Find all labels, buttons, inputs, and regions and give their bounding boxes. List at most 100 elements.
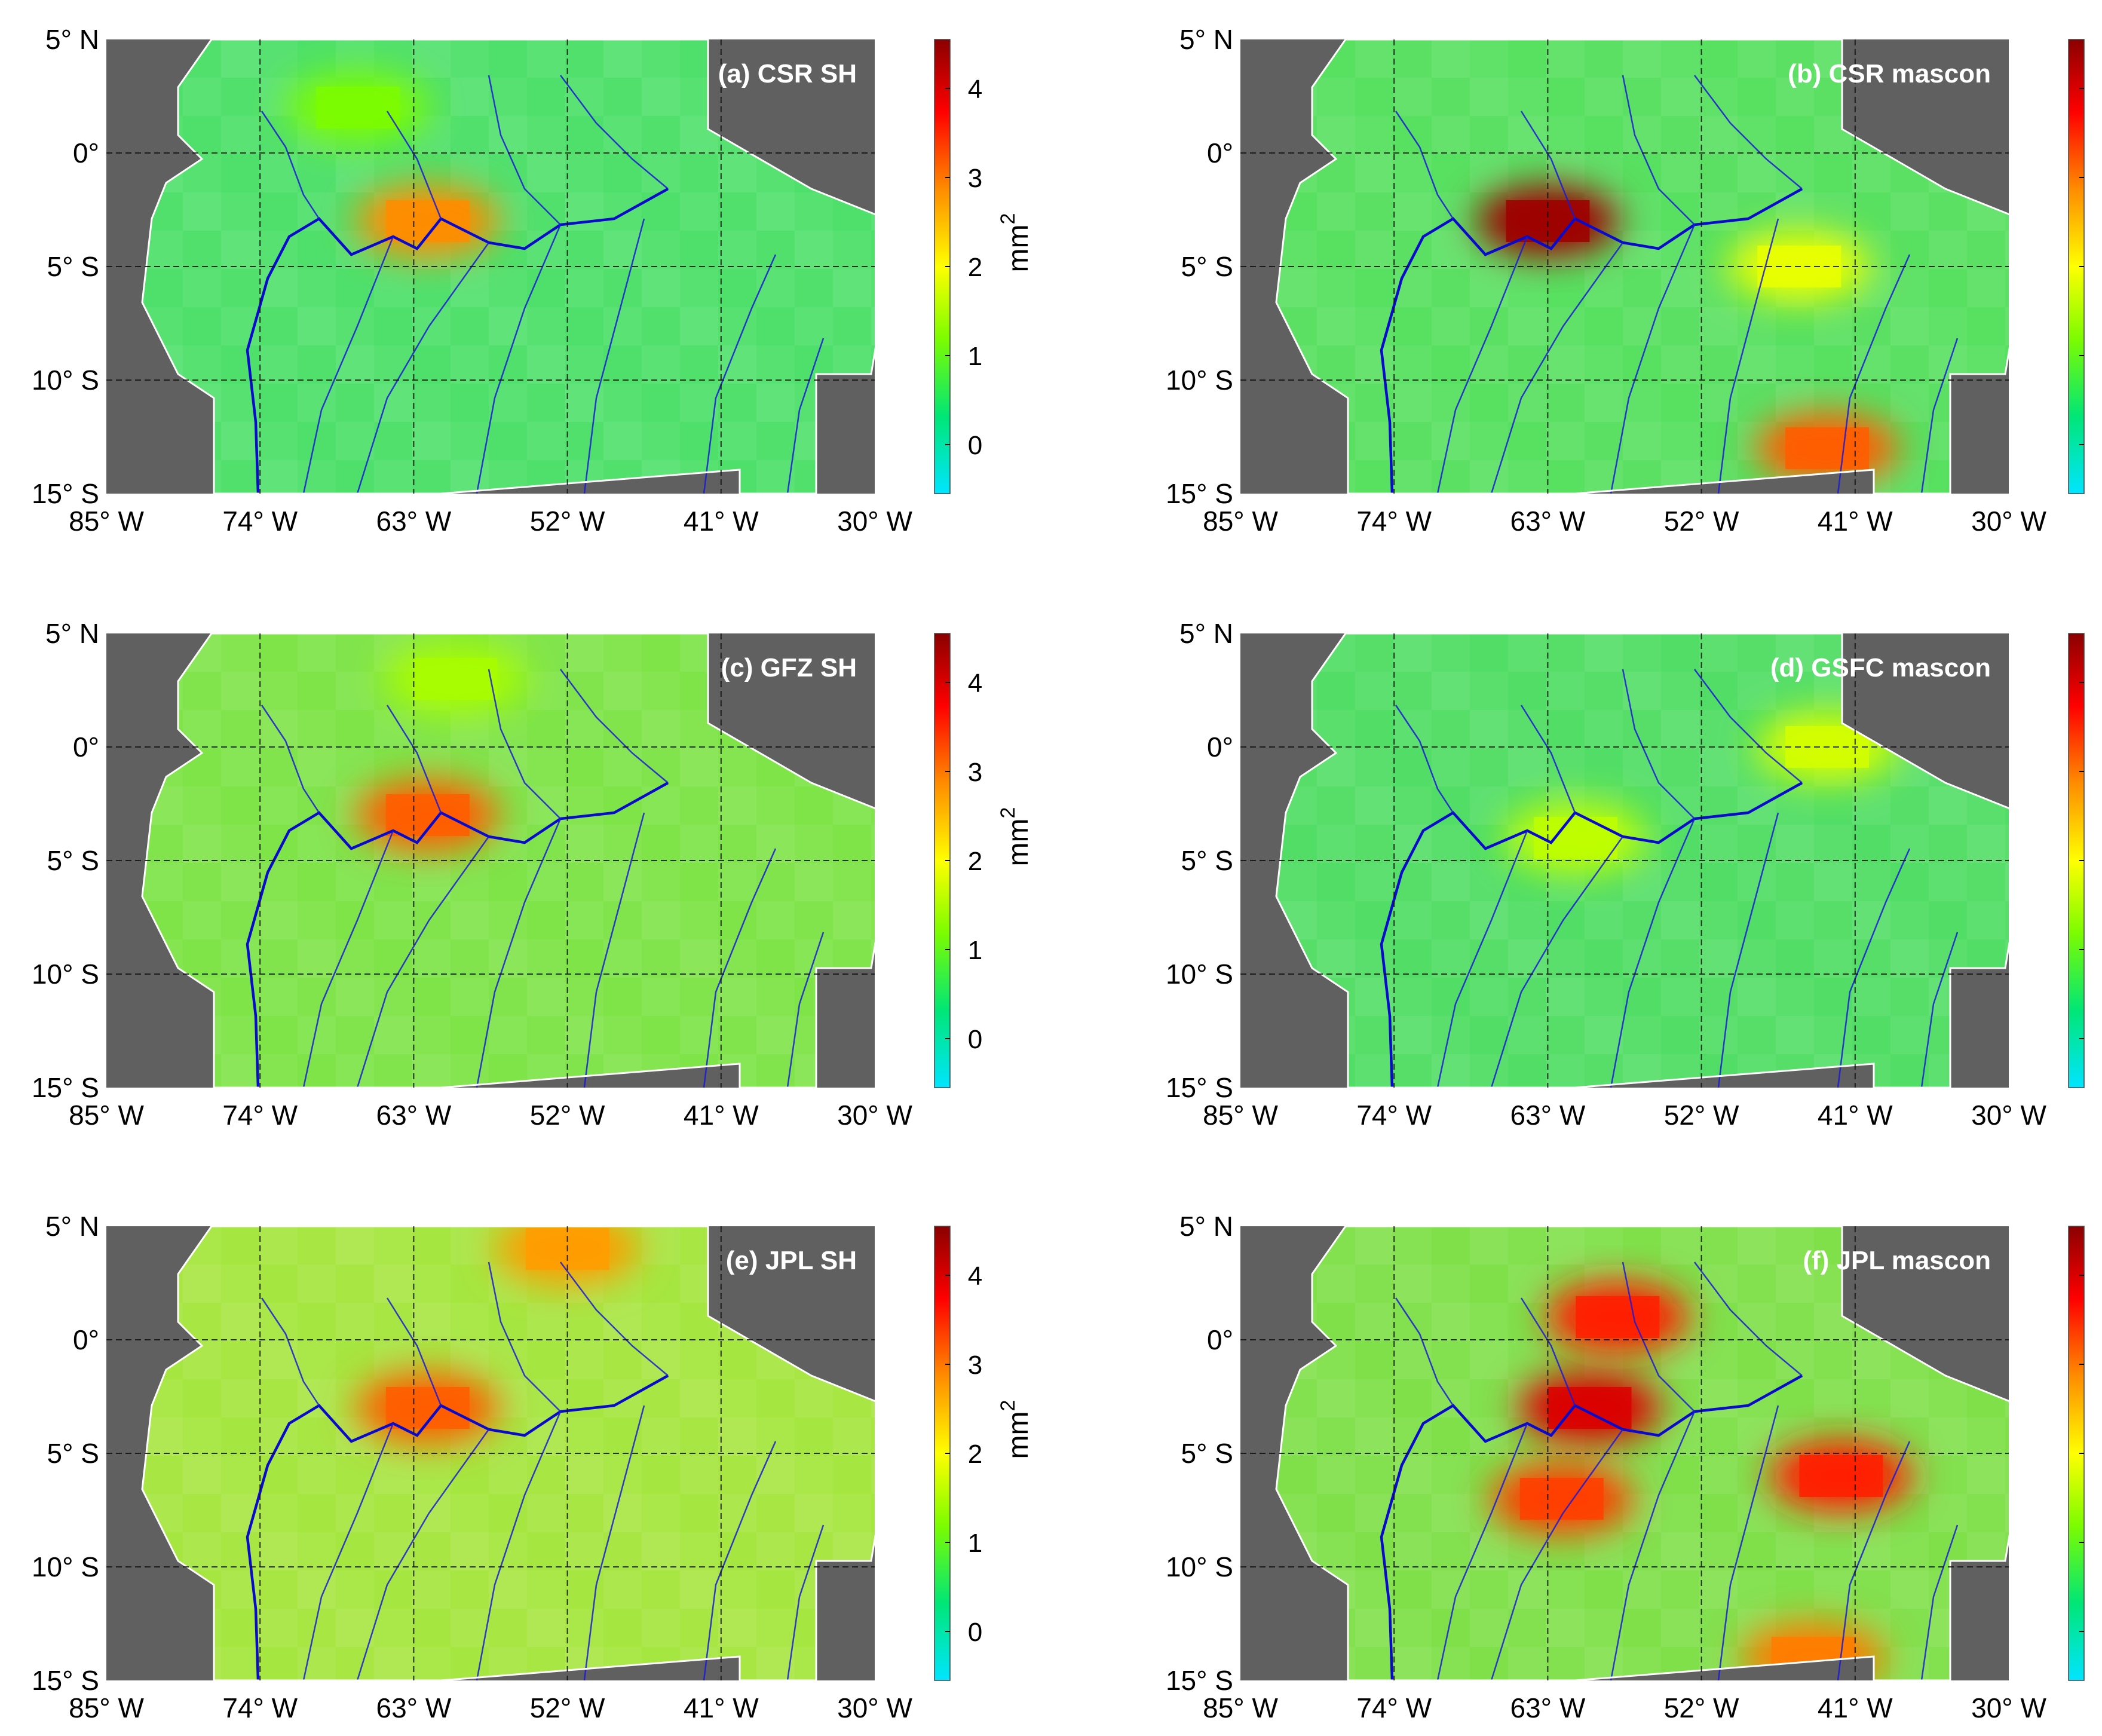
lon-tick-label: 74° W <box>1356 1692 1432 1723</box>
grid-cell <box>259 1609 298 1647</box>
river-network <box>1380 1262 1959 1681</box>
grid-cell <box>1661 1226 1699 1265</box>
panel-title: (e) JPL SH <box>726 1246 857 1275</box>
grid-cell <box>298 1226 336 1265</box>
grid-cell <box>1623 422 1661 460</box>
lon-tick-label: 63° W <box>376 1100 452 1131</box>
grid-cell <box>2005 1379 2043 1417</box>
grid-cell <box>336 1016 374 1054</box>
lon-tick-label: 85° W <box>1203 506 1278 537</box>
grid-cell <box>1508 78 1546 116</box>
grid-cell <box>1738 384 1776 422</box>
grid-cell <box>1355 39 1393 78</box>
grid-cell <box>145 863 183 901</box>
map-panel-f: (f) JPL mascon 5° N 0° 5° S 10° S 15° S85° W 7… <box>1166 1211 2102 1723</box>
grid-cell <box>1623 384 1661 422</box>
lat-tick-label: 5° S <box>1181 251 1233 282</box>
grid-cell <box>1508 710 1546 748</box>
grid-cell <box>718 1609 756 1647</box>
grid-cell <box>1432 1303 1470 1341</box>
grid-cell <box>642 978 680 1016</box>
grid-cell <box>1432 672 1470 710</box>
grid-cell <box>1470 78 1508 116</box>
grid-cell <box>221 825 259 863</box>
lat-tick-label: 5° N <box>45 1211 99 1242</box>
river-tributary <box>786 338 825 494</box>
grid-cell <box>1661 345 1699 384</box>
grid-cell <box>1738 1265 1776 1303</box>
lon-tick-label: 85° W <box>69 1100 144 1131</box>
grid-cell <box>756 422 795 460</box>
grid-cell <box>1738 1570 1776 1609</box>
grid-cell <box>489 384 527 422</box>
grid-cell <box>1738 939 1776 978</box>
grid-cell <box>1432 78 1470 116</box>
grid-cell <box>680 307 718 345</box>
grid-cell <box>565 1456 603 1494</box>
grid-cell <box>374 863 412 901</box>
grid-cell <box>374 39 412 78</box>
grid-cell <box>833 1494 871 1532</box>
grid-cell <box>871 384 909 422</box>
grid-cell <box>489 825 527 863</box>
grid-cell <box>2005 633 2043 672</box>
grid-cell <box>259 1570 298 1609</box>
grid-cell <box>718 1417 756 1456</box>
grid-cell <box>1661 154 1699 192</box>
grid-cell <box>1890 939 1929 978</box>
grid-cell <box>1967 825 2005 863</box>
grid-cell <box>1355 1647 1393 1685</box>
colorbar-tick-label: 1 <box>968 936 982 965</box>
unit-superscript: 2 <box>997 1400 1019 1412</box>
colorbar-tick-label: 1 <box>968 342 982 371</box>
grid-cell <box>1546 978 1585 1016</box>
river-tributary <box>356 1429 490 1681</box>
grid-cell <box>221 1647 259 1680</box>
anomaly-core <box>1519 1478 1604 1520</box>
grid-cell <box>336 307 374 345</box>
graticule <box>1240 633 2009 1088</box>
river-tributary <box>1837 1441 1911 1681</box>
river-tributary <box>560 1262 669 1376</box>
grid-cell <box>1393 672 1432 710</box>
river-tributary <box>1694 669 1803 783</box>
grid-cell <box>680 748 718 786</box>
lon-tick-label: 41° W <box>1818 506 1893 537</box>
river-tributary <box>560 75 669 189</box>
grid-cell <box>374 154 412 192</box>
grid-cell <box>795 825 833 863</box>
lon-tick-label: 30° W <box>1971 506 2046 537</box>
grid-cell <box>680 978 718 1016</box>
grid-cell <box>565 672 603 710</box>
grid-cell <box>451 978 489 1016</box>
grid-cell <box>642 307 680 345</box>
grid-cell <box>1699 825 1738 863</box>
river-tributary <box>786 1524 825 1681</box>
colorbar-unit-label: mm2 <box>997 213 1034 273</box>
grid-cell <box>2005 1532 2043 1570</box>
grid-cell <box>1355 231 1393 269</box>
grid-cell <box>1699 116 1738 154</box>
grid-cell <box>565 78 603 116</box>
lon-tick-label: 85° W <box>69 506 144 537</box>
grid-cell <box>642 710 680 748</box>
grid-cell <box>2005 1016 2043 1054</box>
grid-cell <box>871 1016 909 1054</box>
grid-cell <box>565 269 603 307</box>
grid-cell <box>298 748 336 786</box>
grid-cell <box>1623 939 1661 978</box>
grid-cell <box>298 825 336 863</box>
grid-cell <box>680 1570 718 1609</box>
grid-cell <box>871 939 909 978</box>
river-tributary <box>488 1262 561 1412</box>
grid-cell <box>1699 748 1738 786</box>
grid-cell <box>298 307 336 345</box>
grid-cell <box>603 633 642 672</box>
grid-cell <box>451 901 489 939</box>
grid-cell <box>259 786 298 825</box>
river-tributary <box>583 218 645 494</box>
river-tributary <box>261 705 320 813</box>
grid-cell <box>298 1532 336 1570</box>
river-tributary <box>703 1441 777 1681</box>
grid-cell <box>718 1494 756 1532</box>
